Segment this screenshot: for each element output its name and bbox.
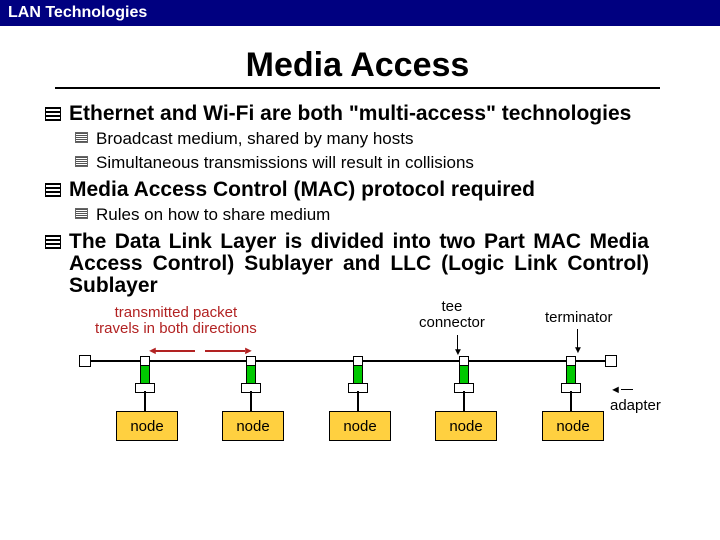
conn-line bbox=[250, 391, 252, 411]
bullet-2a-text: Rules on how to share medium bbox=[96, 205, 330, 225]
tee-line2: connector bbox=[419, 315, 485, 331]
node-text: node bbox=[449, 418, 482, 435]
bullet-icon bbox=[75, 208, 88, 219]
node-box: node bbox=[542, 411, 604, 441]
adapter-label: ◄ adapter bbox=[610, 380, 675, 414]
bullet-1a-text: Broadcast medium, shared by many hosts bbox=[96, 129, 413, 149]
header-bar: LAN Technologies bbox=[0, 0, 720, 26]
bullet-icon bbox=[45, 183, 61, 197]
node-box: node bbox=[222, 411, 284, 441]
conn-line bbox=[357, 391, 359, 411]
node-box: node bbox=[116, 411, 178, 441]
bullet-1b: Simultaneous transmissions will result i… bbox=[75, 153, 700, 173]
slide-title: Media Access bbox=[55, 46, 660, 89]
bullet-icon bbox=[45, 235, 61, 249]
bullet-1: Ethernet and Wi-Fi are both "multi-acces… bbox=[45, 103, 700, 125]
node-text: node bbox=[556, 418, 589, 435]
node-box: node bbox=[329, 411, 391, 441]
slide-content: Media Access Ethernet and Wi-Fi are both… bbox=[0, 26, 720, 465]
red-arrow-left bbox=[155, 350, 195, 352]
bullet-icon bbox=[45, 107, 61, 121]
bullet-1a: Broadcast medium, shared by many hosts bbox=[75, 129, 700, 149]
conn-line bbox=[463, 391, 465, 411]
bullet-icon bbox=[75, 132, 88, 143]
conn-line bbox=[144, 391, 146, 411]
header-title: LAN Technologies bbox=[8, 4, 147, 21]
tee-label: tee connector bbox=[419, 299, 485, 331]
node-box: node bbox=[435, 411, 497, 441]
terminator-right bbox=[605, 355, 617, 367]
bullet-2a: Rules on how to share medium bbox=[75, 205, 700, 225]
term-arrowhead-icon: ▼ bbox=[573, 345, 583, 356]
bus-line bbox=[85, 360, 610, 362]
node-text: node bbox=[343, 418, 376, 435]
bullet-1b-text: Simultaneous transmissions will result i… bbox=[96, 153, 474, 173]
terminator-left bbox=[79, 355, 91, 367]
red-arrow-right bbox=[205, 350, 245, 352]
bus-diagram: transmitted packet travels in both direc… bbox=[55, 305, 675, 455]
node-text: node bbox=[130, 418, 163, 435]
bullet-icon bbox=[75, 156, 88, 167]
bullet-2: Media Access Control (MAC) protocol requ… bbox=[45, 179, 700, 201]
bullet-3-text: The Data Link Layer is divided into two … bbox=[69, 231, 649, 297]
transmitted-label: transmitted packet travels in both direc… bbox=[95, 305, 257, 337]
conn-line bbox=[570, 391, 572, 411]
bullet-3: The Data Link Layer is divided into two … bbox=[45, 231, 700, 297]
tee-line1: tee bbox=[419, 299, 485, 315]
trans-line1: transmitted packet bbox=[95, 305, 257, 321]
node-text: node bbox=[236, 418, 269, 435]
adapter-text: adapter bbox=[610, 397, 661, 414]
trans-line2: travels in both directions bbox=[95, 321, 257, 337]
bullet-1-text: Ethernet and Wi-Fi are both "multi-acces… bbox=[69, 103, 649, 125]
terminator-label: terminator bbox=[545, 309, 613, 326]
bullet-2-text: Media Access Control (MAC) protocol requ… bbox=[69, 179, 535, 201]
